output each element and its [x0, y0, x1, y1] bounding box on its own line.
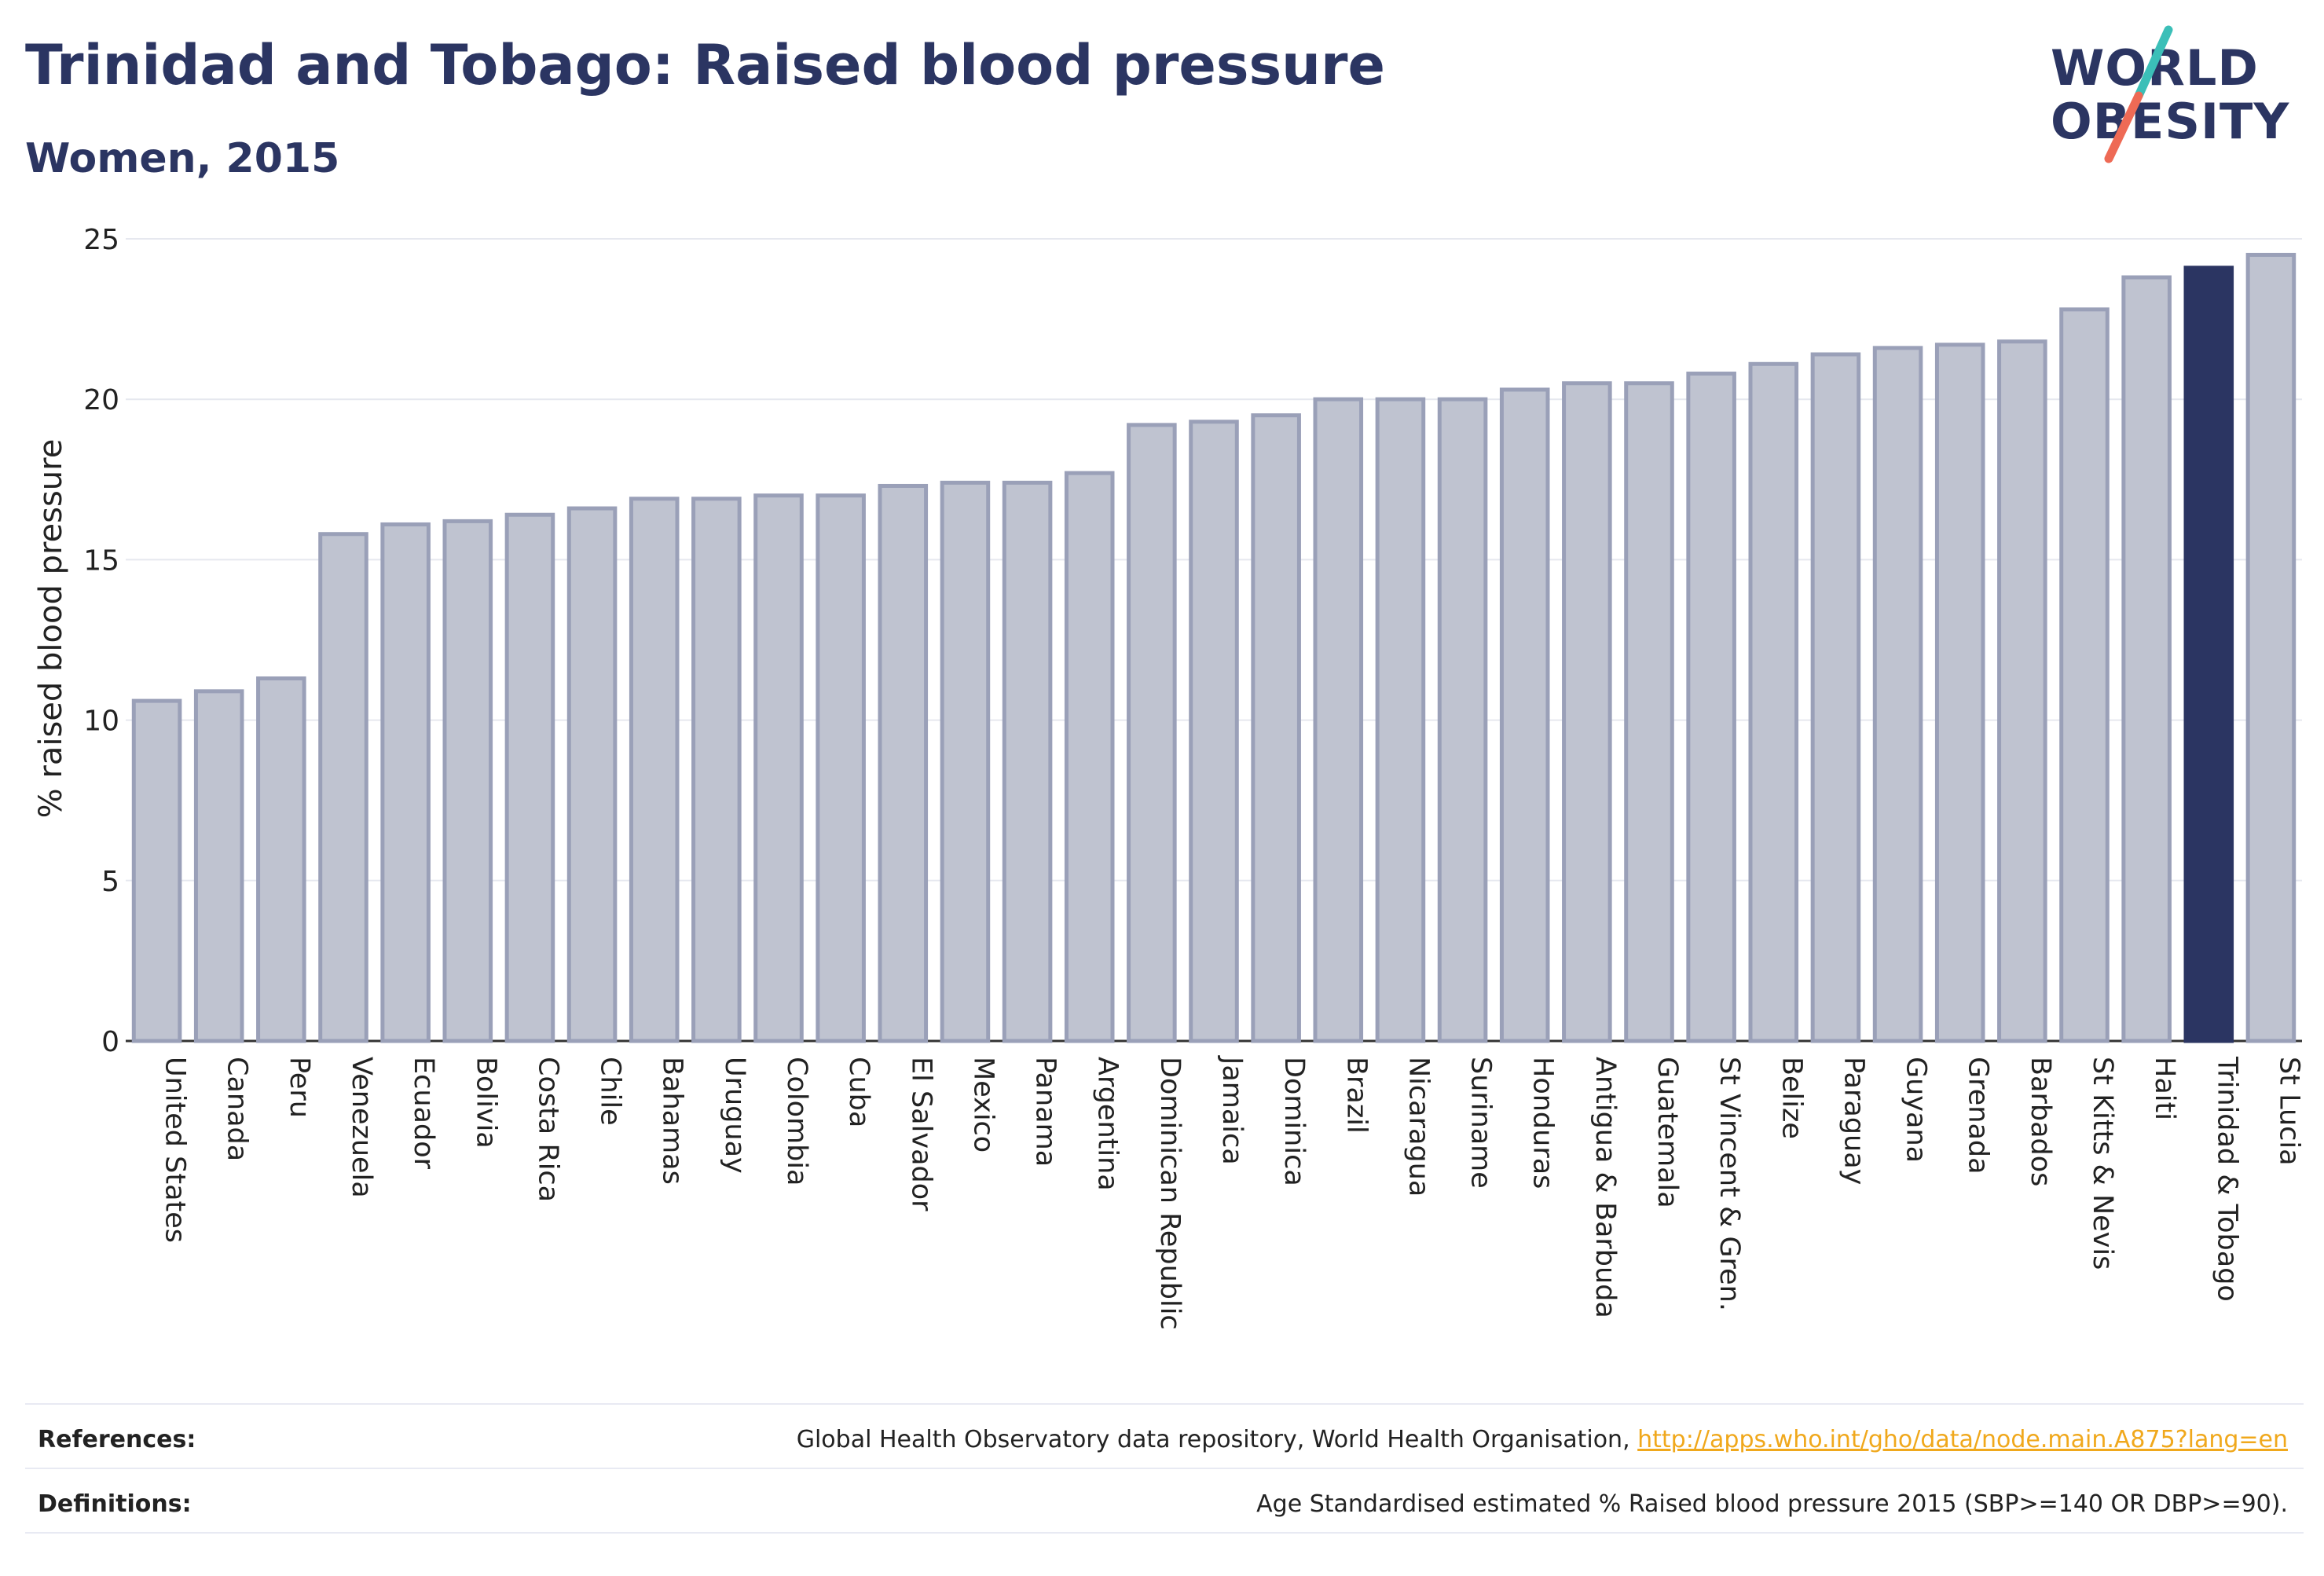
x-tick-label: Guyana: [1901, 1057, 1932, 1163]
bar: [566, 506, 618, 1043]
bar: [1872, 346, 1923, 1043]
references-link[interactable]: http://apps.who.int/gho/data/node.main.A…: [1637, 1426, 2288, 1453]
chart-title: Trinidad and Tobago: Raised blood pressu…: [25, 33, 1385, 97]
references-source: Global Health Observatory data repositor…: [796, 1426, 1638, 1453]
definitions-label: Definitions:: [38, 1490, 192, 1518]
x-tick-label: Colombia: [781, 1057, 812, 1186]
bar: [878, 483, 929, 1043]
bar: [2059, 307, 2110, 1043]
x-tick-label: Barbados: [2025, 1057, 2056, 1186]
x-tick-label: Cuba: [843, 1057, 874, 1127]
bar: [380, 522, 431, 1043]
bar: [1002, 480, 1053, 1043]
bar: [2121, 275, 2172, 1043]
x-tick-label: Belize: [1776, 1057, 1807, 1139]
bar: [193, 689, 244, 1043]
x-tick-label: Nicaragua: [1402, 1057, 1434, 1197]
bar: [629, 497, 680, 1043]
x-tick-label: Guatemala: [1651, 1057, 1683, 1208]
bar: [1437, 397, 1488, 1043]
x-tick-label: Argentina: [1092, 1057, 1124, 1191]
bar: [1375, 397, 1426, 1043]
x-tick-label: Antigua & Barbuda: [1589, 1057, 1621, 1318]
bar-highlight: [2183, 266, 2234, 1043]
footer-divider-middle: [25, 1468, 2304, 1469]
bar: [753, 493, 804, 1043]
y-tick-label: 5: [101, 866, 119, 898]
y-axis-label: % raised blood pressure: [33, 439, 69, 819]
x-tick-label: Dominica: [1278, 1057, 1310, 1186]
bar: [691, 497, 742, 1043]
bar: [1499, 387, 1550, 1043]
x-tick-label: Venezuela: [346, 1057, 377, 1198]
x-tick-label: Chile: [595, 1057, 626, 1126]
x-tick-label: Grenada: [1963, 1057, 1994, 1175]
bar: [131, 698, 182, 1043]
x-tick-label: El Salvador: [905, 1057, 937, 1211]
x-tick-label: Trinidad & Tobago: [2211, 1056, 2242, 1302]
x-tick-label: Ecuador: [408, 1057, 439, 1170]
y-tick-label: 15: [83, 544, 119, 577]
bar-chart: 0 5 10 15 20 25 United States Canada Peru Venezu…: [33, 224, 2305, 1330]
bar: [940, 480, 991, 1043]
y-tick-label: 25: [83, 224, 119, 256]
x-tick-label: Jamaica: [1216, 1055, 1248, 1165]
logo-line-2: OBESITY: [2051, 93, 2290, 150]
x-tick-label: Suriname: [1465, 1057, 1497, 1189]
bar: [504, 512, 555, 1043]
x-axis-labels: United States Canada Peru Venezuela Ecuador B…: [159, 1055, 2305, 1330]
y-axis-ticks: 0 5 10 15 20 25: [83, 224, 119, 1058]
x-tick-label: Dominican Republic: [1154, 1057, 1186, 1330]
bar: [1562, 381, 1612, 1043]
references-label: References:: [38, 1426, 196, 1453]
bar: [2245, 252, 2297, 1043]
bar: [1997, 339, 2047, 1043]
references-text: Global Health Observatory data repositor…: [797, 1426, 2288, 1453]
y-tick-label: 0: [101, 1026, 119, 1058]
x-tick-label: Haiti: [2149, 1057, 2180, 1120]
bar: [1686, 372, 1736, 1043]
x-tick-label: United States: [159, 1057, 191, 1243]
bar: [1127, 423, 1177, 1043]
bar: [1934, 343, 1985, 1043]
y-tick-label: 20: [83, 384, 119, 416]
x-tick-label: Uruguay: [719, 1057, 750, 1174]
x-tick-label: Costa Rica: [532, 1057, 563, 1202]
bar: [1748, 361, 1799, 1043]
world-obesity-logo: WORLD OBESITY: [2051, 24, 2310, 169]
bar: [318, 532, 368, 1043]
bar: [1810, 352, 1861, 1043]
x-tick-label: Bolivia: [470, 1057, 501, 1149]
x-tick-label: Brazil: [1340, 1057, 1372, 1134]
chart-subtitle: Women, 2015: [25, 135, 340, 182]
y-tick-label: 10: [83, 706, 119, 738]
x-tick-label: St Lucia: [2273, 1057, 2304, 1166]
bar: [1189, 420, 1239, 1043]
footer-divider-top: [25, 1403, 2304, 1405]
bars: [131, 252, 2297, 1043]
bar: [442, 519, 493, 1043]
x-tick-label: St Kitts & Nevis: [2087, 1057, 2118, 1270]
bar: [256, 676, 306, 1043]
x-tick-label: Panama: [1030, 1057, 1061, 1167]
x-tick-label: St Vincent & Gren.: [1714, 1057, 1745, 1311]
x-tick-label: Peru: [284, 1057, 315, 1118]
x-tick-label: Bahamas: [657, 1057, 688, 1185]
x-tick-label: Canada: [222, 1057, 253, 1161]
bar: [1624, 381, 1674, 1043]
x-tick-label: Paraguay: [1838, 1057, 1869, 1185]
x-tick-label: Mexico: [967, 1057, 999, 1153]
bar: [1313, 397, 1364, 1043]
logo-slash-icon: [2104, 25, 2173, 163]
footer-divider-bottom: [25, 1532, 2304, 1534]
x-tick-label: Honduras: [1527, 1057, 1559, 1189]
bar: [816, 493, 866, 1043]
bar: [1064, 471, 1115, 1043]
definitions-text: Age Standardised estimated % Raised bloo…: [1256, 1490, 2288, 1518]
bar: [1251, 413, 1301, 1043]
